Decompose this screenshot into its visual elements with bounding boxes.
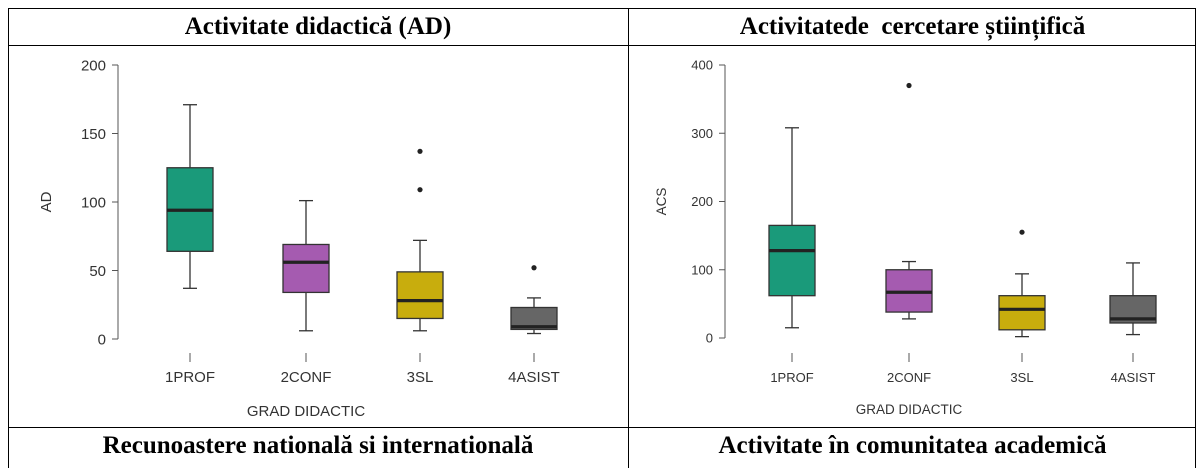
- x-tick-label: 3SL: [407, 369, 434, 386]
- table-border-header: [8, 45, 1196, 46]
- box-iqr: [768, 224, 816, 297]
- heading-cercetare-stiintifica: Activitatede cercetare științifică: [739, 13, 1086, 40]
- layout-table: [8, 8, 1196, 468]
- x-tick-label: 1PROF: [770, 370, 813, 385]
- y-tick-label: 0: [706, 331, 713, 346]
- y-tick-label: 150: [81, 126, 106, 143]
- x-tick-label: 1PROF: [165, 369, 215, 386]
- boxplot-ad-panel: 0 50 100 150 200 AD 1PROF 2CONF 3SL 4ASIST GRAD DI…: [9, 46, 627, 426]
- outlier-point: [906, 82, 912, 89]
- box-iqr: [396, 271, 444, 320]
- table-border-row: [8, 427, 1196, 428]
- y-axis-label: ACS: [654, 188, 669, 216]
- y-axis-label: AD: [38, 191, 55, 212]
- y-tick-label: 100: [691, 262, 713, 277]
- heading-recunoastere: Recunoastere natională si internatională: [102, 432, 534, 459]
- x-axis-label: GRAD DIDACTIC: [247, 403, 366, 420]
- table-border-top: [8, 8, 1196, 9]
- heading-comunitate-academica: Activitate în comunitatea academică: [718, 432, 1107, 459]
- boxplot-acs: 0 100 200 300 400 ACS 1PROF 2CONF 3SL 4ASIST GRAD …: [654, 58, 1157, 417]
- heading-activitate-didactica: Activitate didactică (AD): [184, 13, 452, 40]
- y-tick-label: 400: [691, 58, 713, 73]
- x-tick-label: 2CONF: [887, 370, 931, 385]
- x-tick-label: 4ASIST: [1111, 370, 1156, 385]
- box-iqr: [282, 243, 330, 294]
- y-tick-label: 50: [89, 263, 106, 280]
- x-tick-label: 2CONF: [281, 369, 332, 386]
- outlier-point: [417, 187, 423, 193]
- y-tick-label: 300: [691, 126, 713, 141]
- y-tick-label: 200: [691, 194, 713, 209]
- y-tick-label: 100: [81, 194, 106, 211]
- outlier-point: [417, 148, 423, 154]
- box-iqr: [510, 306, 558, 331]
- y-tick-label: 0: [98, 331, 106, 348]
- boxplot-acs-panel: 0 100 200 300 400 ACS 1PROF 2CONF 3SL 4ASIST GRAD …: [630, 46, 1195, 426]
- x-tick-label: 3SL: [1010, 370, 1033, 385]
- table-border-middle: [628, 8, 629, 468]
- boxplot-ad: 0 50 100 150 200 AD 1PROF 2CONF 3SL 4ASIST GRAD DI…: [38, 57, 560, 420]
- box-iqr: [998, 295, 1046, 331]
- x-tick-label: 4ASIST: [508, 369, 560, 386]
- y-tick-label: 200: [81, 57, 106, 74]
- x-axis-label: GRAD DIDACTIC: [856, 402, 963, 417]
- outlier-point: [531, 265, 537, 271]
- outlier-point: [1019, 229, 1025, 235]
